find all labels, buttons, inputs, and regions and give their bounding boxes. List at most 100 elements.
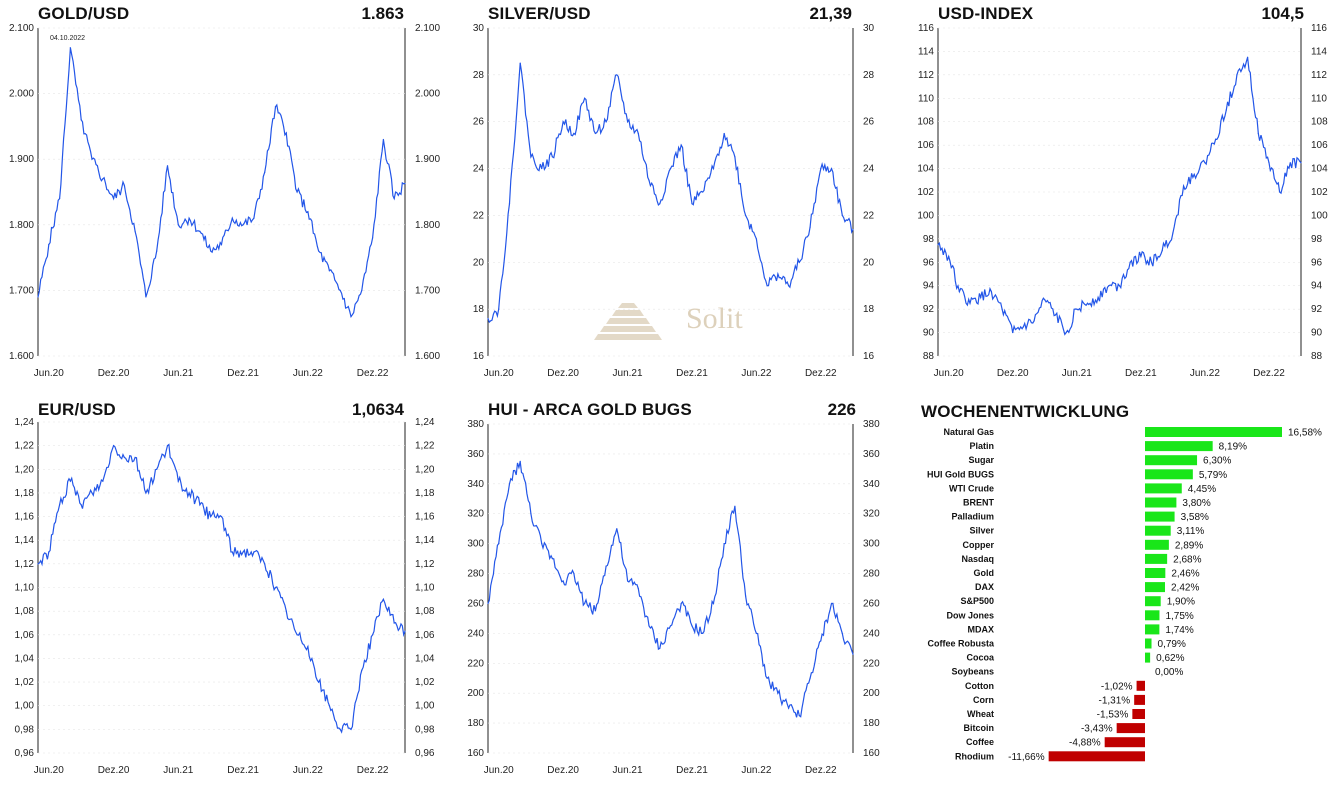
data-point xyxy=(1182,185,1185,187)
x-tick-label: Dez.22 xyxy=(805,368,837,379)
y-tick-label: 1,14 xyxy=(15,535,35,546)
data-point xyxy=(404,182,406,185)
data-point xyxy=(787,285,790,287)
y-tick-label-right: 92 xyxy=(1311,304,1323,315)
data-point xyxy=(274,106,277,108)
annotation: 04.10.2022 xyxy=(50,35,85,42)
data-point xyxy=(177,224,179,226)
y-tick-label-right: 240 xyxy=(863,628,880,639)
data-point xyxy=(1268,162,1270,164)
data-point xyxy=(616,74,618,76)
x-tick-label: Jun.22 xyxy=(741,368,771,379)
data-point xyxy=(307,646,309,648)
data-point xyxy=(691,203,693,205)
bar-category-label: Rhodium xyxy=(955,751,994,761)
y-tick-label: 260 xyxy=(467,598,484,609)
data-point xyxy=(958,290,960,293)
data-point xyxy=(274,586,277,589)
data-point xyxy=(48,551,50,553)
x-tick-label: Jun.20 xyxy=(484,368,514,379)
data-point xyxy=(541,167,543,170)
bar xyxy=(1145,441,1213,452)
data-point xyxy=(123,456,125,459)
y-tick-label-right: 1.900 xyxy=(415,154,440,165)
data-point xyxy=(242,224,244,226)
bar-category-label: Gold xyxy=(974,568,995,578)
data-point xyxy=(669,167,672,170)
data-point xyxy=(669,625,672,627)
data-point xyxy=(48,243,50,246)
data-point xyxy=(361,289,363,291)
bar-category-label: Nasdaq xyxy=(961,554,994,564)
data-point xyxy=(285,610,287,612)
y-tick-label-right: 100 xyxy=(1311,210,1328,221)
bar-category-label: Dow Jones xyxy=(946,610,994,620)
y-tick-label: 1.900 xyxy=(9,154,34,165)
bar-category-label: BRENT xyxy=(963,498,995,508)
x-tick-label: Dez.20 xyxy=(98,368,130,379)
bar-category-label: Bitcoin xyxy=(964,723,995,733)
data-point xyxy=(723,543,725,545)
bar-category-label: S&P500 xyxy=(960,596,994,606)
y-tick-label: 220 xyxy=(467,658,484,669)
chart-title: USD-INDEX xyxy=(938,4,1034,23)
data-point xyxy=(755,238,757,240)
y-tick-label-right: 1.600 xyxy=(415,351,440,362)
x-tick-label: Jun.21 xyxy=(613,368,643,379)
bar-value-label: -1,31% xyxy=(1098,695,1130,706)
data-point xyxy=(166,165,169,167)
y-tick-label-right: 260 xyxy=(863,598,880,609)
data-point xyxy=(1300,162,1302,164)
data-point xyxy=(551,557,554,560)
data-point xyxy=(1257,132,1259,135)
data-point xyxy=(145,296,147,298)
y-tick-label-right: 280 xyxy=(863,569,880,580)
bar xyxy=(1145,427,1282,437)
data-point xyxy=(702,191,704,193)
data-point xyxy=(969,302,971,304)
data-point xyxy=(1279,191,1281,193)
y-tick-label: 28 xyxy=(473,70,485,81)
y-tick-label-right: 320 xyxy=(863,509,880,520)
data-point xyxy=(1129,261,1131,263)
data-point xyxy=(734,505,736,507)
x-tick-label: Jun.22 xyxy=(293,368,323,379)
weekly-performance-chart: Natural Gas 16,58% Platin 8,19% Sugar 6,30% HU… xyxy=(927,427,1322,763)
bar-category-label: Corn xyxy=(973,695,994,705)
data-point xyxy=(361,669,363,671)
bar-category-label: Wheat xyxy=(967,709,994,719)
y-tick-label: 280 xyxy=(467,569,484,580)
data-point xyxy=(1001,308,1003,310)
data-point xyxy=(766,677,768,679)
y-tick-label-right: 0,96 xyxy=(415,748,435,759)
x-tick-label: Jun.21 xyxy=(613,765,643,776)
series-line xyxy=(37,443,406,734)
y-tick-label: 2.100 xyxy=(9,23,34,34)
y-tick-label-right: 180 xyxy=(863,718,880,729)
series-line xyxy=(487,461,854,718)
data-point xyxy=(712,167,715,170)
data-point xyxy=(177,480,179,482)
data-point xyxy=(594,132,596,135)
y-tick-label-right: 1,02 xyxy=(415,677,435,688)
bar xyxy=(1134,694,1145,705)
current-value: 21,39 xyxy=(809,4,852,23)
data-point xyxy=(1236,74,1238,76)
y-tick-label: 1,08 xyxy=(15,606,35,617)
data-point xyxy=(1076,308,1078,310)
y-tick-label: 1,00 xyxy=(15,701,35,712)
data-point xyxy=(573,132,575,135)
x-tick-label: Jun.22 xyxy=(293,765,323,776)
x-tick-label: Dez.21 xyxy=(676,368,708,379)
data-point xyxy=(712,602,715,605)
bar xyxy=(1132,709,1145,719)
y-tick-label: 16 xyxy=(473,351,485,362)
y-tick-label: 1,02 xyxy=(15,677,35,688)
data-point xyxy=(134,230,136,232)
data-point xyxy=(841,632,843,634)
data-point xyxy=(798,715,800,717)
y-tick-label: 106 xyxy=(917,140,934,151)
data-point xyxy=(242,551,244,553)
y-tick-label-right: 2.100 xyxy=(415,23,440,34)
data-point xyxy=(508,483,511,485)
